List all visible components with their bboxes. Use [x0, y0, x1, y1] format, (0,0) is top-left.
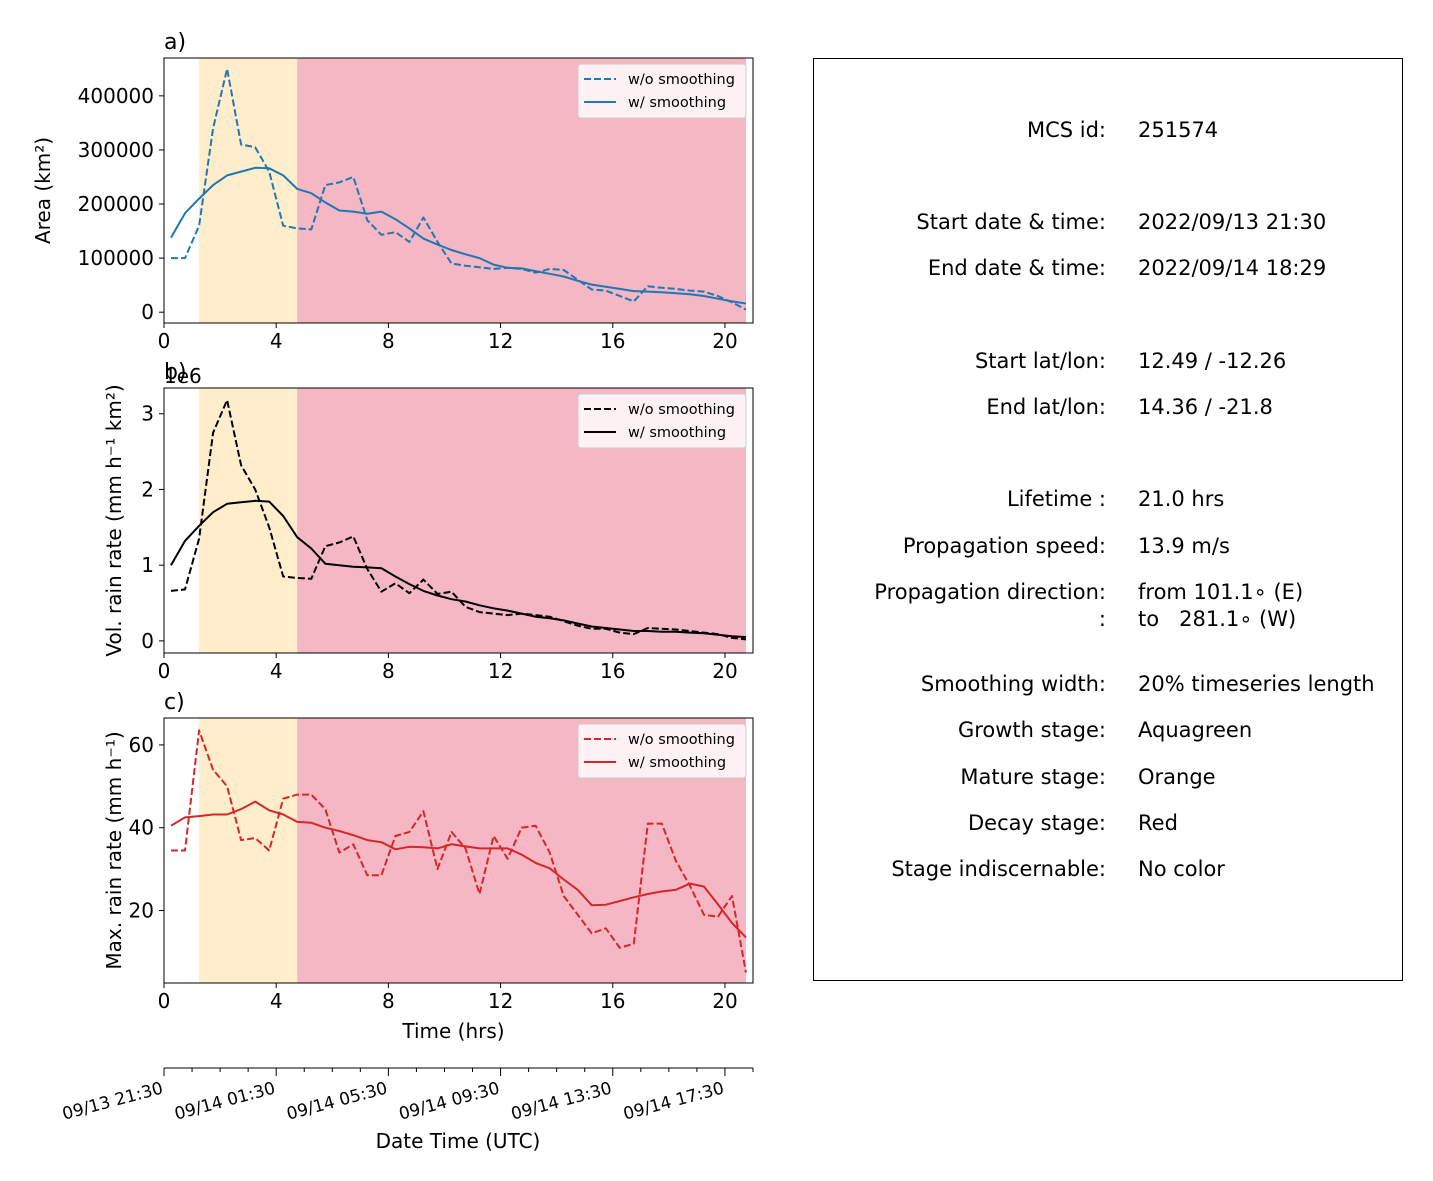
y-tick-label: 2: [141, 477, 154, 501]
info-value: 251574: [1138, 118, 1219, 142]
date-time-axis: 09/13 21:30 09/14 01:30 09/14 05:30 09/14 0…: [60, 1067, 754, 1153]
legend-entry: w/ smoothing: [628, 95, 726, 111]
info-value: 20% timeseries length: [1138, 672, 1375, 696]
series-line-unsmoothed: [171, 729, 747, 973]
x-tick-label: 16: [600, 659, 625, 683]
date-tick-label: 09/14 01:30: [172, 1079, 277, 1125]
axes-frame: [163, 387, 754, 654]
panel-a: 0 4 8 12 16 20 0 100000 200000 300000 400000 a) Area…: [31, 30, 754, 353]
date-tick-label: 09/14 05:30: [285, 1079, 390, 1125]
x-tick-label: 8: [382, 329, 395, 353]
info-label: MCS id:: [1026, 118, 1106, 142]
info-value: 2022/09/14 18:29: [1138, 256, 1327, 280]
series-line-smoothed: [170, 800, 747, 939]
y-tick-label: 100000: [78, 246, 154, 270]
date-tick-label: 09/13 21:30: [60, 1079, 165, 1125]
x-tick-label: 20: [712, 989, 737, 1013]
info-value: Red: [1138, 811, 1178, 835]
x-tick-label: 16: [600, 989, 625, 1013]
date-tick-label: 09/14 17:30: [621, 1079, 726, 1125]
y-tick-label: 40: [129, 816, 154, 840]
legend-box: [577, 393, 747, 449]
info-value: from 101.1∘ (E): [1138, 580, 1304, 604]
x-tick-label: 0: [158, 659, 171, 683]
legend-entry: w/ smoothing: [628, 755, 726, 771]
y-tick-label: 200000: [78, 192, 154, 216]
legend-entry: w/o smoothing: [628, 732, 735, 748]
date-axis-label: Date Time (UTC): [376, 1129, 541, 1153]
info-label: Propagation speed:: [902, 534, 1106, 558]
info-label: Mature stage:: [960, 765, 1106, 789]
panel-label: c): [164, 690, 185, 715]
info-label: :: [1098, 607, 1106, 631]
x-tick-label: 12: [488, 989, 513, 1013]
date-tick-label: 09/14 13:30: [509, 1079, 614, 1125]
axes-frame: [163, 717, 754, 984]
info-label: Decay stage:: [968, 811, 1106, 835]
series-line-smoothed: [170, 166, 747, 305]
info-label: Stage indiscernable:: [891, 857, 1106, 881]
info-value: 14.36 / -21.8: [1138, 395, 1273, 419]
y-tick-label: 0: [141, 629, 154, 653]
y-offset-text: 1e6: [164, 364, 202, 388]
y-tick-label: 1: [141, 553, 154, 577]
x-tick-label: 20: [712, 659, 737, 683]
x-tick-label: 0: [158, 329, 171, 353]
x-tick-label: 8: [382, 989, 395, 1013]
legend-entry: w/o smoothing: [628, 402, 735, 418]
info-panel: MCS id: 251574 Start date & time: 2022/09/1…: [813, 58, 1403, 981]
info-value: No color: [1138, 857, 1225, 881]
legend-box: [577, 63, 747, 119]
info-value: to 281.1∘ (W): [1138, 607, 1297, 631]
y-axis-label: Area (km²): [31, 137, 55, 244]
y-tick-label: 300000: [78, 138, 154, 162]
info-label: Propagation direction:: [874, 580, 1106, 604]
info-value: 2022/09/13 21:30: [1138, 210, 1327, 234]
stage-band: [199, 58, 298, 323]
panel-label: a): [164, 30, 186, 55]
x-tick-label: 20: [712, 329, 737, 353]
x-tick-label: 0: [158, 989, 171, 1013]
info-value: 12.49 / -12.26: [1138, 349, 1287, 373]
x-tick-label: 4: [270, 329, 283, 353]
info-value: Orange: [1138, 765, 1216, 789]
info-label: Growth stage:: [957, 718, 1106, 742]
panel-c: 0 4 8 12 16 20 20 40 60 c) Max. rain rate (mm h⁻¹)…: [102, 690, 754, 1043]
x-tick-label: 12: [488, 659, 513, 683]
y-tick-label: 20: [129, 899, 154, 923]
info-value: 13.9 m/s: [1138, 534, 1230, 558]
y-axis-label: Vol. rain rate (mm h⁻¹ km²): [102, 384, 126, 656]
info-label: Start lat/lon:: [974, 349, 1106, 373]
info-label: Smoothing width:: [920, 672, 1106, 696]
info-label: Lifetime :: [1006, 487, 1106, 511]
y-tick-label: 0: [141, 300, 154, 324]
x-tick-label: 4: [270, 659, 283, 683]
axes-frame: [163, 57, 754, 324]
info-label: End date & time:: [927, 256, 1106, 280]
info-label: End lat/lon:: [986, 395, 1106, 419]
x-tick-label: 8: [382, 659, 395, 683]
series-line-smoothed: [170, 499, 747, 639]
legend-box: [577, 723, 747, 779]
x-tick-label: 12: [488, 329, 513, 353]
info-value: Aquagreen: [1138, 718, 1253, 742]
x-axis-label: Time (hrs): [401, 1019, 504, 1043]
y-tick-label: 3: [141, 402, 154, 426]
date-tick-label: 09/14 09:30: [397, 1079, 502, 1125]
y-tick-label: 60: [129, 733, 154, 757]
y-tick-label: 400000: [78, 84, 154, 108]
x-tick-label: 4: [270, 989, 283, 1013]
y-axis-label: Max. rain rate (mm h⁻¹): [102, 731, 126, 969]
stage-band: [199, 388, 298, 653]
info-label: Start date & time:: [916, 210, 1106, 234]
stage-band: [199, 718, 298, 983]
panel-label: b): [164, 360, 187, 385]
info-value: 21.0 hrs: [1138, 487, 1225, 511]
legend-entry: w/ smoothing: [628, 425, 726, 441]
x-tick-label: 16: [600, 329, 625, 353]
legend-entry: w/o smoothing: [628, 72, 735, 88]
